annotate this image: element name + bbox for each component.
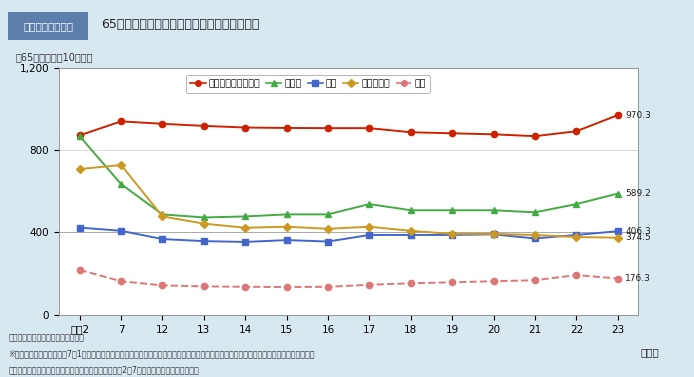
老衰 — [613, 276, 622, 281]
脳血管疾患 — [282, 224, 291, 229]
Text: 970.3: 970.3 — [625, 110, 651, 120]
老衰 — [324, 285, 332, 289]
Line: 悪性新生物（がん）: 悪性新生物（がん） — [76, 112, 621, 139]
心疾患 — [200, 215, 208, 220]
肺炎 — [241, 240, 249, 244]
老衰 — [200, 284, 208, 289]
老衰 — [531, 278, 539, 282]
脳血管疾患 — [573, 235, 581, 239]
心疾患 — [365, 202, 373, 206]
肺炎 — [158, 237, 167, 241]
脳血管疾患 — [241, 225, 249, 230]
Text: 資料：厚生労働省「人口動態統計」: 資料：厚生労働省「人口動態統計」 — [8, 334, 85, 343]
心疾患 — [448, 208, 457, 213]
老衰 — [407, 281, 415, 285]
Line: 老衰: 老衰 — [76, 267, 621, 290]
悪性新生物（がん） — [489, 132, 498, 136]
脳血管疾患 — [365, 224, 373, 229]
心疾患 — [324, 212, 332, 217]
肺炎 — [613, 229, 622, 233]
心疾患 — [117, 182, 125, 186]
Text: 図１－２－３－７: 図１－２－３－７ — [23, 21, 74, 31]
脳血管疾患 — [158, 214, 167, 219]
老衰 — [282, 285, 291, 289]
悪性新生物（がん） — [365, 126, 373, 130]
悪性新生物（がん） — [324, 126, 332, 130]
心疾患 — [158, 212, 167, 217]
老衰 — [117, 279, 125, 284]
Text: （65歳以上人口10万対）: （65歳以上人口10万対） — [15, 52, 93, 62]
肺炎 — [365, 233, 373, 237]
悪性新生物（がん） — [200, 124, 208, 128]
脳血管疾患 — [200, 221, 208, 226]
心疾患 — [407, 208, 415, 213]
肺炎 — [531, 236, 539, 241]
肺炎 — [282, 238, 291, 242]
Text: 406.3: 406.3 — [625, 227, 651, 236]
肺炎 — [117, 228, 125, 233]
老衰 — [158, 283, 167, 288]
Line: 脳血管疾患: 脳血管疾患 — [77, 162, 620, 241]
脳血管疾患 — [489, 231, 498, 236]
心疾患 — [76, 134, 84, 138]
Text: ※心疾患においては、平成7年1月から死亡診断書に「死亡の原因欄には、疾患の終末期の状態としての心不全、呼吸不全等は書かないでくだ: ※心疾患においては、平成7年1月から死亡診断書に「死亡の原因欄には、疾患の終末期… — [8, 350, 315, 359]
Text: 176.3: 176.3 — [625, 274, 651, 283]
老衰 — [76, 268, 84, 272]
老衰 — [573, 273, 581, 277]
心疾患 — [282, 212, 291, 217]
悪性新生物（がん） — [117, 119, 125, 124]
肺炎 — [448, 233, 457, 237]
Text: 589.2: 589.2 — [625, 189, 651, 198]
Legend: 悪性新生物（がん）, 心疾患, 肺炎, 脳血管疾患, 老衰: 悪性新生物（がん）, 心疾患, 肺炎, 脳血管疾患, 老衰 — [186, 75, 430, 92]
悪性新生物（がん） — [531, 134, 539, 138]
Line: 心疾患: 心疾患 — [76, 133, 621, 221]
悪性新生物（がん） — [573, 129, 581, 133]
心疾患 — [613, 191, 622, 196]
老衰 — [241, 285, 249, 289]
肺炎 — [573, 233, 581, 237]
Text: （年）: （年） — [641, 347, 659, 357]
悪性新生物（がん） — [158, 121, 167, 126]
心疾患 — [489, 208, 498, 213]
悪性新生物（がん） — [282, 126, 291, 130]
心疾患 — [241, 214, 249, 219]
老衰 — [489, 279, 498, 284]
Line: 肺炎: 肺炎 — [76, 224, 621, 245]
脳血管疾患 — [324, 227, 332, 231]
Text: さい。」という注意書きが追加された影響で、平成2～7年間で大きく減少している。: さい。」という注意書きが追加された影響で、平成2～7年間で大きく減少している。 — [8, 365, 199, 374]
肺炎 — [407, 233, 415, 237]
悪性新生物（がん） — [448, 131, 457, 136]
脳血管疾患 — [448, 231, 457, 236]
心疾患 — [531, 210, 539, 215]
Text: 374.5: 374.5 — [625, 233, 651, 242]
心疾患 — [573, 202, 581, 206]
脳血管疾患 — [76, 167, 84, 172]
肺炎 — [200, 239, 208, 244]
脳血管疾患 — [613, 236, 622, 240]
脳血管疾患 — [407, 228, 415, 233]
脳血管疾患 — [531, 233, 539, 237]
老衰 — [448, 280, 457, 285]
悪性新生物（がん） — [613, 113, 622, 117]
悪性新生物（がん） — [407, 130, 415, 135]
悪性新生物（がん） — [241, 125, 249, 130]
肺炎 — [324, 239, 332, 244]
脳血管疾患 — [117, 163, 125, 167]
悪性新生物（がん） — [76, 133, 84, 138]
老衰 — [365, 282, 373, 287]
Text: 65歳以上の高齢者の主な死因別死亡率の推移: 65歳以上の高齢者の主な死因別死亡率の推移 — [101, 18, 259, 31]
肺炎 — [489, 232, 498, 237]
肺炎 — [76, 225, 84, 230]
